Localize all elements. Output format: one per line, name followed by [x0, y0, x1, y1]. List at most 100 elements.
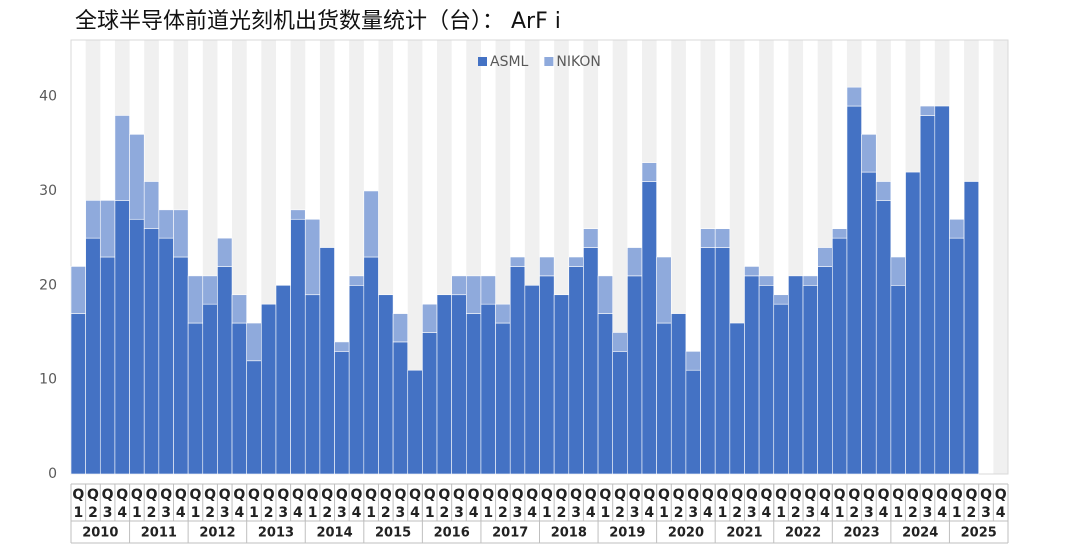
- bar-segment: [304, 294, 321, 475]
- bar-segment: [656, 322, 672, 475]
- bar-segment: [539, 275, 555, 475]
- bar-segment: [436, 294, 452, 475]
- bar-segment: [758, 285, 775, 475]
- bar-segment: [407, 369, 423, 475]
- year-label: 2010: [82, 526, 118, 541]
- bar-segment: [700, 247, 716, 475]
- year-label: 2018: [551, 526, 587, 541]
- year-label: 2012: [199, 526, 235, 541]
- chart-title: 全球半导体前道光刻机出货数量统计（台）： ArF i: [75, 9, 561, 34]
- bar-segment: [817, 247, 833, 267]
- year-label: 2019: [609, 526, 645, 541]
- bar-segment: [949, 237, 965, 475]
- bar-segment: [231, 322, 247, 475]
- bar-segment: [363, 190, 379, 258]
- bar-segment: [114, 115, 130, 201]
- bar-segment: [70, 313, 86, 475]
- bar-segment: [187, 275, 204, 324]
- bar-segment: [129, 134, 145, 220]
- bar-segment: [949, 218, 965, 239]
- bar-segment: [290, 218, 306, 475]
- bar-segment: [627, 247, 643, 277]
- bar-segment: [495, 322, 511, 475]
- bar-segment: [612, 351, 628, 475]
- bar-segment: [70, 266, 86, 314]
- bar-segment: [744, 275, 760, 475]
- bar-segment: [173, 209, 189, 258]
- bar-segment: [905, 171, 921, 475]
- bar-segment: [143, 181, 160, 229]
- y-tick-label: 40: [39, 89, 57, 105]
- bar-segment: [744, 266, 760, 277]
- bar-segment: [568, 266, 584, 475]
- y-tick-label: 0: [48, 466, 57, 482]
- bar-segment: [773, 303, 789, 475]
- bar-segment: [861, 171, 877, 475]
- bar-segment: [729, 322, 745, 475]
- bar-segment: [583, 247, 599, 475]
- bar-segment: [641, 162, 657, 182]
- bar-segment: [714, 247, 731, 475]
- bar-segment: [524, 285, 540, 475]
- stripe: [993, 40, 1008, 474]
- bar-segment: [788, 275, 804, 475]
- year-label: 2022: [785, 526, 821, 541]
- bar-segment: [832, 237, 848, 475]
- bar-segment: [422, 303, 438, 333]
- year-label: 2024: [902, 526, 938, 541]
- legend-label: NIKON: [556, 54, 601, 70]
- bar-segment: [334, 351, 350, 475]
- bar-segment: [802, 285, 818, 475]
- bar-segment: [846, 105, 862, 475]
- bar-segment: [290, 209, 306, 220]
- bar-segment: [85, 200, 101, 239]
- year-label: 2025: [961, 526, 997, 541]
- bar-segment: [129, 218, 145, 475]
- bar-segment: [392, 313, 409, 343]
- bar-segment: [480, 303, 496, 475]
- bar-segment: [275, 285, 291, 475]
- bar-segment: [700, 228, 716, 248]
- bar-segment: [817, 266, 833, 475]
- year-label: 2013: [258, 526, 294, 541]
- bar-segment: [158, 209, 174, 239]
- y-tick-label: 20: [39, 277, 57, 293]
- bar-segment: [861, 134, 877, 173]
- bar-segment: [612, 332, 628, 352]
- bar-segment: [392, 341, 409, 475]
